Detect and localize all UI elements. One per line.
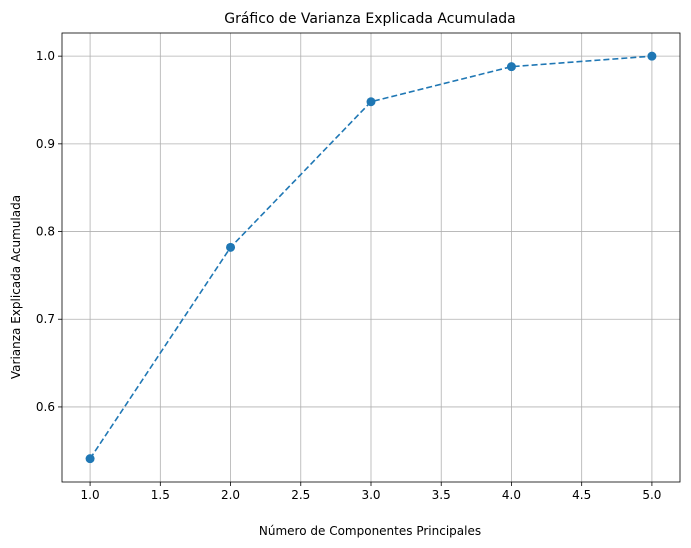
y-axis-label: Varianza Explicada Acumulada: [9, 195, 23, 379]
x-tick-label: 4.0: [502, 488, 521, 502]
y-axis-ticks: 0.6 0.7 0.8 0.9 1.0: [36, 49, 62, 414]
data-point: [226, 242, 236, 252]
y-tick-label: 1.0: [36, 49, 55, 63]
data-point: [366, 97, 376, 107]
x-tick-label: 1.0: [81, 488, 100, 502]
x-axis-ticks: 1.0 1.5 2.0 2.5 3.0 3.5 4.0 4.5 5.0: [81, 482, 661, 502]
data-point: [85, 454, 95, 464]
x-tick-label: 2.5: [291, 488, 310, 502]
series-layer: [85, 51, 657, 464]
x-tick-label: 5.0: [642, 488, 661, 502]
x-tick-label: 2.0: [221, 488, 240, 502]
x-tick-label: 4.5: [572, 488, 591, 502]
y-tick-label: 0.7: [36, 312, 55, 326]
grid: [62, 33, 680, 482]
x-tick-label: 1.5: [151, 488, 170, 502]
data-point: [647, 51, 657, 61]
chart-title: Gráfico de Varianza Explicada Acumulada: [224, 11, 516, 27]
y-tick-label: 0.8: [36, 225, 55, 239]
data-point: [506, 62, 516, 72]
x-axis-label: Número de Componentes Principales: [259, 524, 481, 538]
y-tick-label: 0.9: [36, 137, 55, 151]
x-tick-label: 3.5: [432, 488, 451, 502]
x-tick-label: 3.0: [361, 488, 380, 502]
y-tick-label: 0.6: [36, 400, 55, 414]
